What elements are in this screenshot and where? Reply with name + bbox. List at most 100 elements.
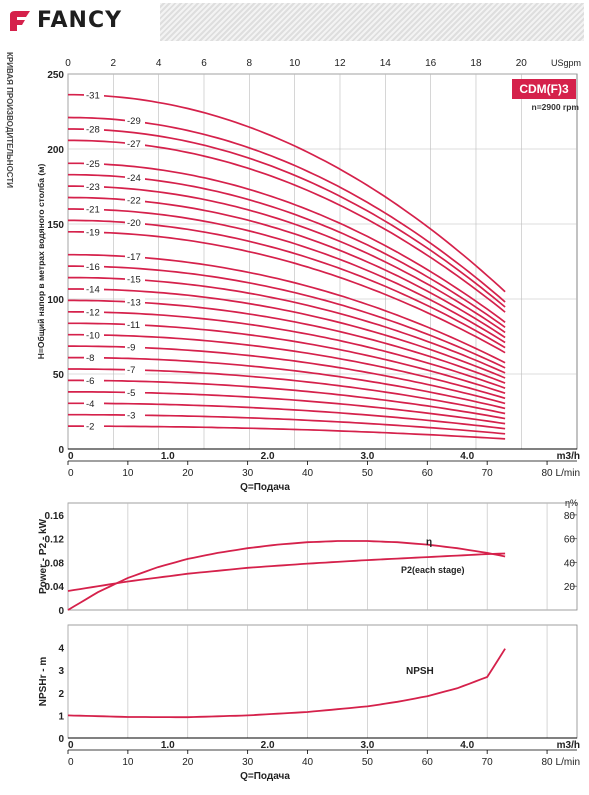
curve-label: -24 (127, 173, 141, 184)
curve-label: -14 (86, 285, 100, 296)
usgpm-unit: USgpm (551, 58, 581, 68)
usgpm-tick-label: 6 (201, 58, 207, 69)
y-tick-label: 200 (47, 145, 64, 156)
npsh-chart: 0 1 2 3 4 NPSHr - m NPSH 0 1.0 2.0 3.0 4.0 m3/h 0 10 20… (38, 624, 580, 782)
y-tick-label: 250 (47, 70, 64, 81)
curve-label-bg (125, 251, 145, 262)
y-axis-label: H=Общий напор в метрах водяного столба (… (36, 164, 46, 360)
lmin-tick-label: 40 (302, 757, 314, 768)
lmin-tick-label: 30 (242, 468, 254, 479)
lmin-tick-label: 0 (68, 757, 74, 768)
curve-label: -7 (127, 365, 135, 376)
y-tick-label: 150 (47, 220, 64, 231)
lmin-tick-label: 60 (422, 468, 434, 479)
y2-tick-label: 40 (564, 558, 576, 569)
lmin-tick-label: 10 (122, 468, 134, 479)
curve-label-bg (125, 115, 145, 126)
usgpm-tick-label: 14 (380, 58, 392, 69)
curve-label: -5 (127, 388, 135, 399)
m3h-tick-label: 2.0 (261, 451, 275, 462)
series-label: P2(each stage) (401, 565, 465, 575)
y-tick-label: 0 (58, 734, 64, 745)
head-curve (68, 93, 506, 293)
lmin-tick-label: 50 (362, 757, 374, 768)
usgpm-tick-label: 2 (111, 58, 117, 69)
usgpm-tick-label: 18 (470, 58, 482, 69)
brand-name: FANCY (37, 8, 123, 33)
m3h-unit: m3/h (557, 740, 580, 751)
curve-label-bg (84, 89, 104, 100)
curve-label: -20 (127, 218, 141, 229)
curve-label-bg (125, 172, 145, 183)
y-tick-label: 0.16 (45, 511, 65, 522)
y-axis-label: Power - P2 - kW (38, 518, 49, 594)
curve-label: -31 (86, 90, 100, 101)
curve-label: -21 (86, 205, 100, 216)
curve-label: -10 (86, 330, 100, 341)
usgpm-tick-label: 8 (247, 58, 253, 69)
m3h-tick-label: 0 (68, 451, 74, 462)
speed-label: n=2900 rpm (531, 102, 580, 112)
head-curve (68, 425, 506, 440)
head-curve (68, 230, 506, 354)
lmin-unit: L/min (556, 468, 580, 479)
y-tick-label: 0.12 (45, 535, 65, 546)
curve-label: -27 (127, 139, 141, 150)
lmin-tick-label: 0 (68, 468, 74, 479)
curve-label-bg (84, 329, 104, 340)
head-curve (67, 310, 506, 389)
y-tick-label: 0.08 (45, 558, 65, 569)
lmin-tick-label: 40 (302, 468, 314, 479)
curve-label-bg (84, 261, 104, 272)
curve-label: -23 (86, 182, 100, 193)
lmin-tick-label: 70 (482, 757, 494, 768)
head-curve (68, 333, 506, 400)
curve-label-bg (84, 352, 104, 363)
y-axis-label: NPSHr - m (38, 657, 49, 707)
m3h-tick-label: 0 (68, 740, 74, 751)
power-efficiency-chart: 0 0.04 0.08 0.12 0.16 η% 20 40 60 80 Power - P2 - … (38, 498, 578, 617)
curve-label-bg (84, 204, 104, 215)
curve-label: -22 (127, 195, 141, 206)
curve-label: -17 (127, 252, 141, 263)
lmin-tick-label: 20 (182, 757, 194, 768)
head-curve (68, 402, 506, 430)
curve-label-bg (84, 124, 104, 135)
curve-label: -2 (86, 422, 94, 433)
series-label: η (426, 537, 432, 548)
m3h-tick-label: 4.0 (460, 451, 474, 462)
curve-label-bg (125, 319, 145, 330)
brand-logo: FANCY (6, 8, 122, 33)
curve-label-bg (125, 296, 145, 307)
lmin-unit: L/min (556, 757, 580, 768)
curve-label: -9 (127, 343, 135, 354)
y2-tick-label: 80 (564, 511, 576, 522)
m3h-tick-label: 1.0 (161, 451, 175, 462)
curve-label: -13 (127, 297, 141, 308)
curve-label: -11 (127, 320, 140, 331)
curve-label-bg (84, 306, 104, 317)
curve-label: -8 (86, 353, 94, 364)
curve-label: -15 (127, 275, 141, 286)
npsh-curve (67, 648, 506, 719)
curve-label-bg (84, 284, 104, 295)
lmin-tick-label: 70 (482, 468, 494, 479)
curve-label: -3 (127, 411, 135, 422)
y-tick-label: 1 (58, 711, 64, 722)
lmin-tick-label: 20 (182, 468, 194, 479)
head-curve (68, 379, 506, 420)
curve-label: -4 (86, 399, 94, 410)
curve-label-bg (125, 138, 145, 149)
curve-label-bg (84, 227, 104, 238)
y-tick-label: 50 (53, 370, 65, 381)
lmin-tick-label: 60 (422, 757, 434, 768)
usgpm-tick-label: 16 (425, 58, 437, 69)
x-axis-label: Q=Подача (240, 482, 290, 493)
usgpm-tick-label: 4 (156, 58, 162, 69)
m3h-unit: m3/h (557, 451, 580, 462)
y2-axis-label: η% (565, 498, 578, 508)
y-tick-label: 2 (58, 689, 64, 700)
head-curve (68, 265, 506, 369)
y-tick-label: 3 (58, 666, 64, 677)
